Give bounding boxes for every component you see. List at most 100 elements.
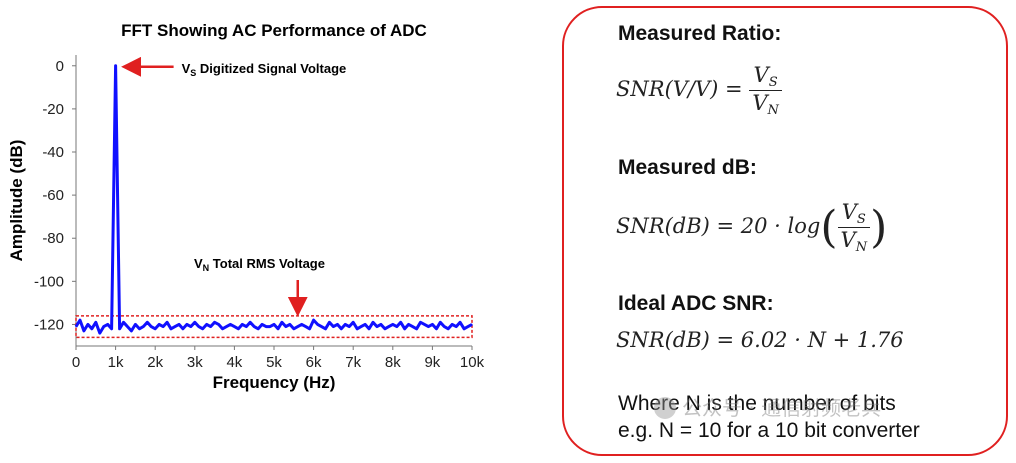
fft-data-point — [126, 326, 129, 328]
fft-data-point — [138, 328, 140, 330]
fft-data-point — [392, 323, 394, 326]
fft-data-point — [170, 328, 172, 330]
fft-data-point — [261, 323, 263, 326]
log-denominator: V — [840, 228, 856, 252]
signal-label-v: V — [182, 61, 191, 76]
noise-label-text: Total RMS Voltage — [209, 256, 325, 271]
fft-data-point — [364, 323, 366, 326]
fft-data-point — [225, 326, 228, 328]
fft-data-point — [118, 328, 121, 330]
snr-ratio-equation: SNR(V/V) = VS VN — [616, 63, 782, 118]
fft-data-point — [79, 319, 81, 321]
noise-label-v: V — [194, 256, 203, 271]
fft-data-point — [340, 328, 342, 330]
fft-data-point — [285, 326, 287, 328]
x-tick-label: 2k — [147, 354, 163, 371]
fft-data-point — [297, 326, 299, 328]
fft-data-point — [162, 326, 164, 328]
fft-data-point — [198, 326, 200, 328]
fft-data-point — [309, 328, 311, 330]
noise-label-sub: N — [203, 263, 210, 273]
fft-data-point — [415, 328, 418, 330]
watermark-text: 公众号 · 通信射频老兵 — [682, 396, 882, 420]
fft-data-point — [253, 326, 255, 328]
snr-db-equation: SNR(dB) = 20 · log(VS VN) — [616, 200, 888, 255]
fft-data-point — [154, 328, 156, 330]
y-axis-title: Amplitude (dB) — [7, 140, 26, 262]
x-tick-label: 0 — [72, 354, 80, 371]
fft-data-point — [142, 326, 144, 328]
fft-data-point — [463, 328, 465, 330]
fft-data-point — [146, 321, 148, 323]
chart-title: FFT Showing AC Performance of ADC — [121, 21, 427, 40]
fft-data-point — [316, 323, 319, 326]
fft-data-point — [95, 321, 97, 323]
fft-data-point — [206, 323, 208, 326]
fft-data-point — [332, 326, 334, 328]
x-axis-title: Frequency (Hz) — [213, 373, 336, 392]
y-tick-label: -120 — [34, 316, 64, 333]
fft-data-point — [439, 321, 441, 323]
fft-data-point — [419, 321, 422, 323]
x-tick-label: 7k — [345, 354, 361, 371]
fft-data-point — [412, 326, 414, 328]
fft-data-point — [178, 323, 180, 326]
fft-data-point — [356, 328, 358, 330]
fft-data-point — [190, 326, 192, 328]
fft-data-point — [83, 330, 85, 332]
example-note: e.g. N = 10 for a 10 bit converter — [618, 419, 920, 442]
fft-data-point — [380, 323, 382, 326]
fft-data-point — [210, 326, 212, 328]
fft-series-line — [74, 64, 473, 335]
signal-label-bg — [175, 53, 406, 80]
fft-data-point — [182, 328, 184, 330]
numerator: V — [753, 63, 769, 87]
snr-db-left: SNR(dB) = 20 · log — [616, 214, 821, 238]
fft-data-point — [115, 65, 117, 67]
log-numerator: V — [841, 200, 857, 224]
fft-data-point — [352, 321, 354, 323]
fft-data-point — [273, 323, 275, 326]
fft-data-point — [376, 326, 378, 328]
fft-data-point — [372, 321, 374, 323]
fft-data-point — [87, 323, 89, 326]
fft-chart: FFT Showing AC Performance of ADC 0 -20 -40… — [7, 21, 485, 392]
fft-data-point — [435, 328, 437, 330]
fft-data-point — [245, 326, 247, 328]
fft-data-point — [174, 326, 176, 328]
fft-data-point — [158, 323, 160, 326]
fft-data-point — [233, 326, 235, 328]
vs-over-vn-fraction: VS VN — [749, 63, 782, 118]
fft-data-point — [368, 328, 370, 330]
fft-data-point — [348, 326, 350, 328]
noise-label: VN Total RMS Voltage — [194, 256, 325, 273]
y-tick-label: -40 — [42, 144, 64, 161]
signal-label-text: Digitized Signal Voltage — [196, 61, 346, 76]
y-tick-label: -60 — [42, 187, 64, 204]
wechat-icon — [654, 397, 676, 419]
fft-data-point — [134, 323, 136, 326]
fft-data-point — [423, 323, 426, 326]
denominator: V — [752, 91, 768, 115]
fft-data-point — [301, 323, 303, 326]
fft-data-point — [313, 319, 315, 321]
noise-floor-band — [75, 315, 473, 339]
fft-data-point — [122, 321, 125, 323]
fft-data-point — [289, 323, 291, 326]
fft-data-point — [229, 323, 232, 326]
fft-data-point — [324, 328, 327, 330]
vs-over-vn-log-fraction: VS VN — [837, 200, 871, 255]
fft-data-point — [277, 328, 279, 330]
fft-data-point — [467, 326, 469, 328]
x-tick-label: 1k — [108, 354, 124, 371]
fft-data-point — [293, 328, 295, 330]
x-tick-label: 3k — [187, 354, 203, 371]
log-numerator-sub: S — [856, 212, 866, 227]
fft-data-point — [241, 323, 243, 326]
fft-data-point — [408, 323, 410, 326]
fft-data-point — [150, 326, 152, 328]
fft-data-point — [320, 326, 323, 328]
watermark: 公众号 · 通信射频老兵 — [654, 392, 881, 421]
fft-data-point — [404, 328, 406, 330]
signal-label-sub: S — [190, 68, 196, 78]
